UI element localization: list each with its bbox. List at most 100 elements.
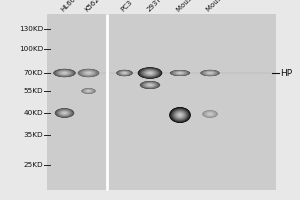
Ellipse shape [176,112,184,118]
Ellipse shape [204,111,216,117]
Ellipse shape [83,89,94,93]
Ellipse shape [178,113,182,117]
Ellipse shape [56,109,73,117]
Ellipse shape [146,83,154,87]
Ellipse shape [142,70,158,76]
Ellipse shape [148,72,152,74]
Ellipse shape [83,71,94,75]
Ellipse shape [171,70,189,76]
Ellipse shape [78,69,99,77]
Ellipse shape [172,71,188,75]
Ellipse shape [83,89,94,93]
Ellipse shape [61,72,68,74]
Ellipse shape [82,89,94,93]
Ellipse shape [179,114,181,116]
Ellipse shape [205,112,215,116]
Ellipse shape [142,69,158,77]
Ellipse shape [141,69,159,77]
Ellipse shape [206,112,214,116]
Ellipse shape [117,70,132,76]
Ellipse shape [61,111,68,115]
Ellipse shape [173,110,187,120]
Ellipse shape [145,71,155,75]
Ellipse shape [203,110,217,118]
Ellipse shape [208,113,211,115]
Text: 25KD: 25KD [23,162,43,168]
Ellipse shape [123,72,126,74]
Ellipse shape [175,111,185,119]
Ellipse shape [140,68,160,78]
Ellipse shape [62,112,67,114]
Ellipse shape [56,109,73,117]
Ellipse shape [56,70,73,76]
Ellipse shape [83,89,94,93]
Ellipse shape [84,71,93,75]
Ellipse shape [61,112,68,114]
Ellipse shape [203,71,217,75]
Ellipse shape [121,72,128,74]
Ellipse shape [57,70,72,76]
Ellipse shape [86,72,91,74]
Ellipse shape [169,107,191,123]
Ellipse shape [81,88,96,94]
Ellipse shape [63,112,66,114]
Ellipse shape [208,72,212,74]
Ellipse shape [118,71,131,75]
Ellipse shape [201,70,219,76]
Text: Mouse lung: Mouse lung [176,0,208,13]
Ellipse shape [204,111,216,117]
Ellipse shape [172,109,188,121]
Ellipse shape [204,111,216,117]
Ellipse shape [83,89,94,93]
Ellipse shape [55,69,74,77]
Ellipse shape [149,72,151,74]
Ellipse shape [203,111,217,117]
Ellipse shape [201,70,219,76]
Ellipse shape [203,111,217,117]
Ellipse shape [146,71,154,75]
Ellipse shape [140,81,160,89]
Ellipse shape [208,113,212,115]
Text: 40KD: 40KD [23,110,43,116]
Ellipse shape [203,71,217,75]
Ellipse shape [84,89,93,93]
Ellipse shape [87,90,90,92]
Ellipse shape [85,90,92,92]
Ellipse shape [205,71,215,75]
Ellipse shape [86,90,91,92]
Ellipse shape [86,90,91,92]
Ellipse shape [145,83,155,87]
Ellipse shape [85,90,92,92]
Ellipse shape [61,111,68,115]
Ellipse shape [85,72,91,74]
Ellipse shape [144,83,156,87]
Ellipse shape [58,110,71,116]
Ellipse shape [122,72,127,74]
Ellipse shape [56,109,74,117]
Ellipse shape [57,109,72,117]
Ellipse shape [176,72,184,74]
Ellipse shape [208,113,212,115]
Ellipse shape [142,69,158,77]
Ellipse shape [172,71,188,75]
Ellipse shape [173,71,187,75]
Ellipse shape [83,71,94,75]
Ellipse shape [120,71,129,75]
Ellipse shape [55,70,74,76]
Text: 130KD: 130KD [19,26,43,32]
Ellipse shape [170,108,190,122]
Ellipse shape [178,114,182,116]
Ellipse shape [176,112,184,118]
Ellipse shape [85,90,91,92]
Ellipse shape [59,71,70,75]
Ellipse shape [60,111,69,115]
Ellipse shape [57,70,72,76]
Ellipse shape [175,72,185,74]
Ellipse shape [81,70,96,76]
Ellipse shape [139,68,161,78]
Ellipse shape [119,71,130,75]
Ellipse shape [82,88,95,94]
Ellipse shape [60,71,69,75]
Ellipse shape [206,112,214,116]
Ellipse shape [207,72,213,74]
